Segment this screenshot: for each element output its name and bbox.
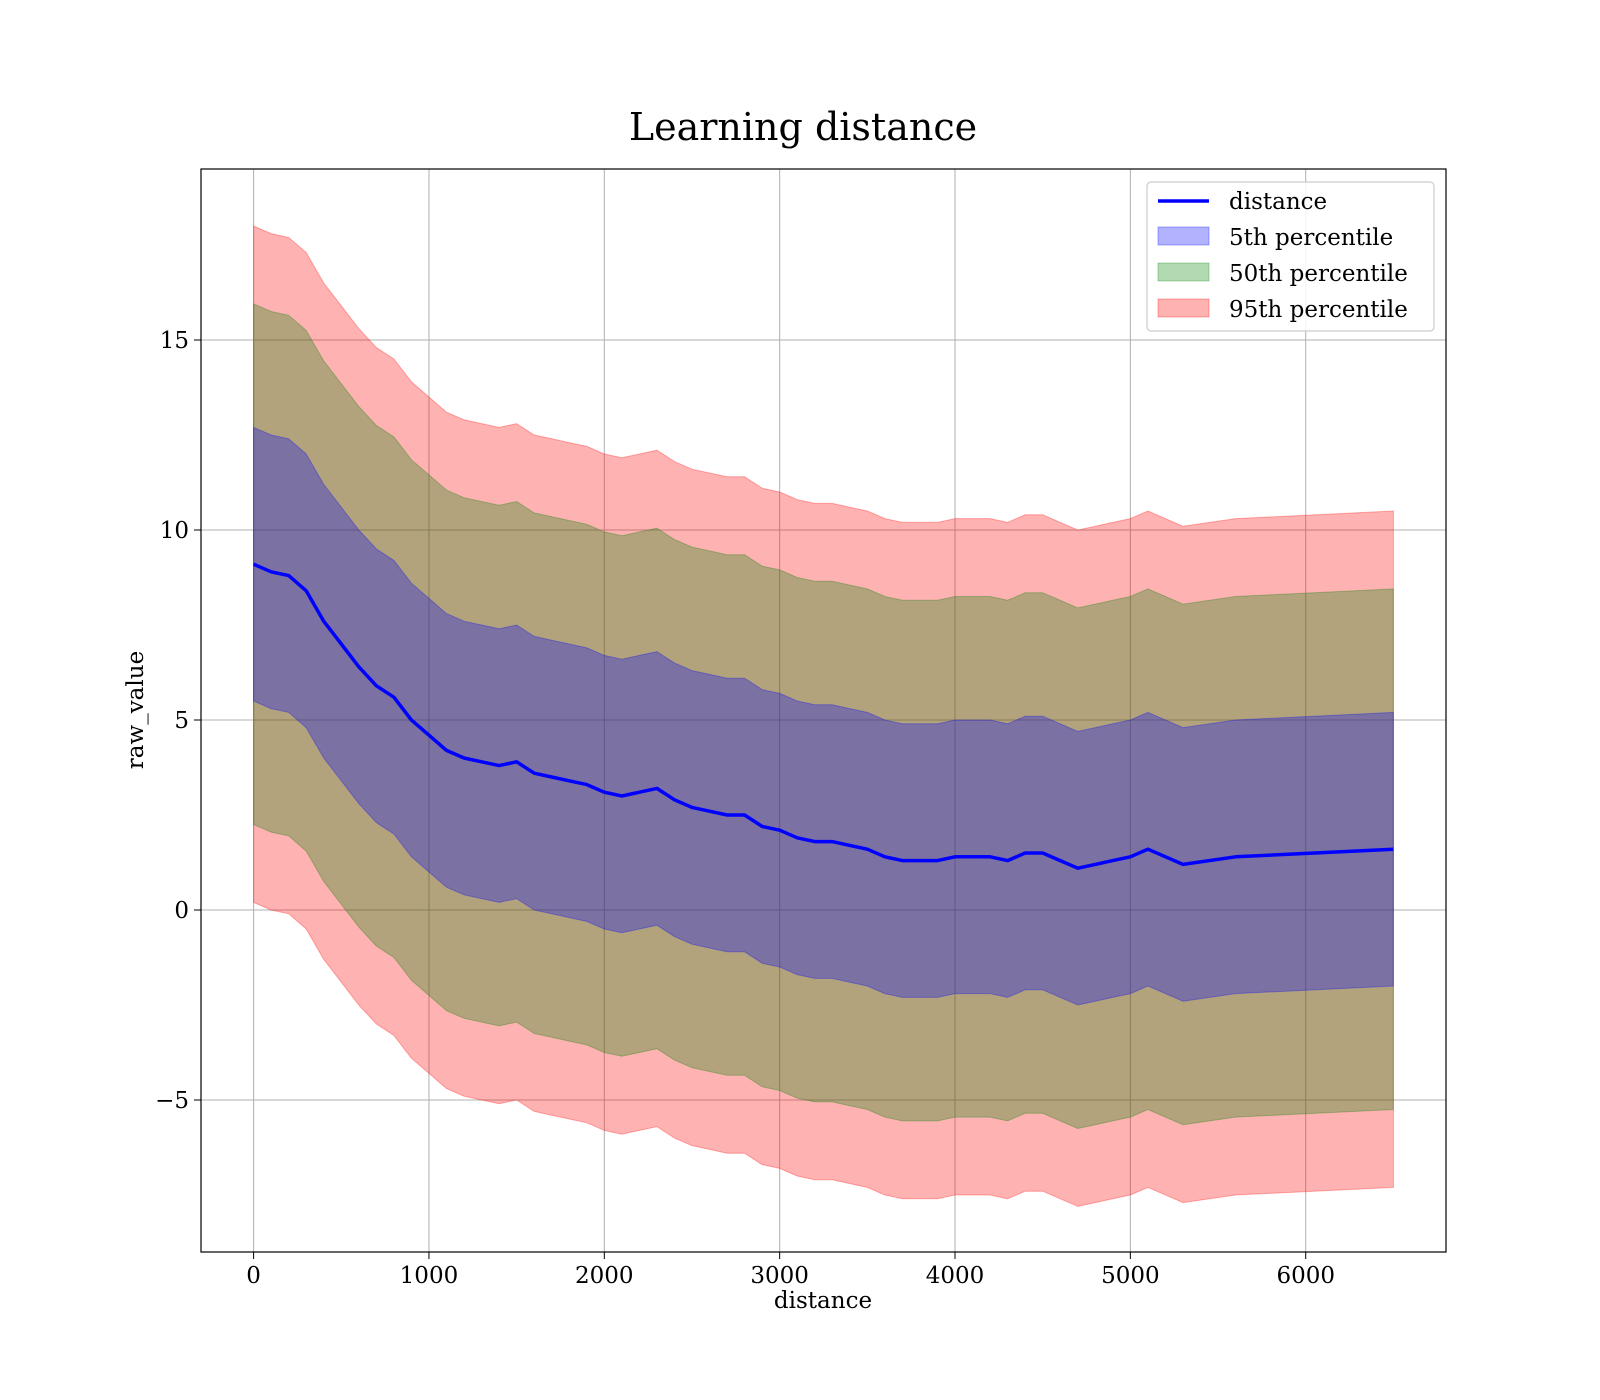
x-tick-label-1: 1000 (400, 1263, 459, 1289)
y-tick-label-2: 5 (174, 708, 189, 734)
legend: distance 5th percentile 50th percentile … (1146, 181, 1435, 332)
y-tick-label-0: −5 (155, 1088, 189, 1114)
legend-label-5th: 5th percentile (1229, 225, 1393, 251)
legend-label-50th: 50th percentile (1229, 261, 1408, 287)
y-tick-label-3: 10 (160, 518, 189, 544)
x-axis-label: distance (774, 1288, 872, 1314)
legend-swatch-5th (1157, 226, 1210, 246)
y-axis-ticks: −5 0 5 10 15 (155, 328, 201, 1114)
y-axis-label: raw_value (123, 651, 149, 769)
x-tick-label-3: 3000 (750, 1263, 809, 1289)
legend-label-distance: distance (1229, 189, 1327, 215)
y-tick-label-4: 15 (160, 328, 189, 354)
plot-frame (200, 168, 1447, 1253)
legend-box (1146, 181, 1435, 332)
legend-swatch-95th (1157, 298, 1210, 318)
chart-title: Learning distance (629, 105, 977, 149)
legend-swatch-50th (1157, 262, 1210, 282)
y-tick-label-1: 0 (174, 898, 189, 924)
x-axis-ticks: 0 1000 2000 3000 4000 5000 6000 (246, 1252, 1335, 1289)
x-tick-label-0: 0 (246, 1263, 261, 1289)
x-tick-label-5: 5000 (1101, 1263, 1160, 1289)
grid (201, 169, 1446, 1252)
x-tick-label-2: 2000 (575, 1263, 634, 1289)
band-95th-percentile (253, 225, 1394, 1207)
series-lines (252, 562, 1394, 870)
series-line-distance (252, 562, 1394, 870)
band-50th-percentile (253, 303, 1394, 1130)
x-tick-label-6: 6000 (1276, 1263, 1335, 1289)
x-tick-label-4: 4000 (926, 1263, 985, 1289)
legend-label-95th: 95th percentile (1229, 297, 1408, 323)
